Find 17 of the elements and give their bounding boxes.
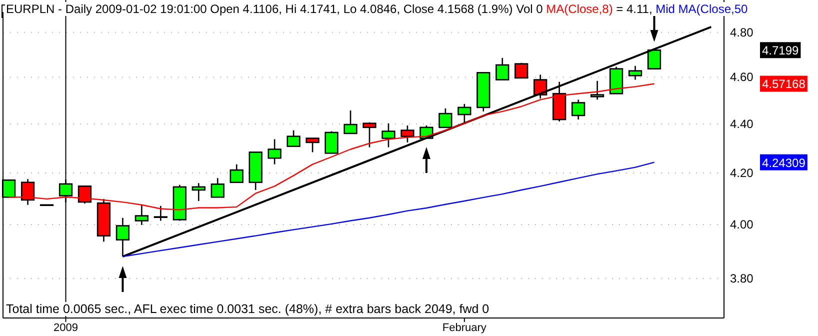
text: 4.7199	[762, 44, 800, 58]
text: 4.24309	[762, 156, 806, 170]
text: 4.57168	[762, 77, 806, 92]
y-tick-label: 4.60	[730, 70, 754, 84]
annotation: Total time 0.0065 sec., AFL exec time 0.0031 sec. (48%), # extra bars back 2049, fwd 0	[6, 302, 490, 316]
y-tick-label: 4.20	[730, 166, 754, 180]
y-tick-label: 3.80	[730, 271, 754, 286]
x-tick-label: February	[442, 322, 487, 334]
x-tick-label: 2009	[54, 322, 78, 334]
text: MA(Close,8)	[546, 2, 613, 16]
y-tick-label: 4.80	[730, 25, 754, 40]
y-tick-label: 4.40	[730, 116, 754, 131]
text: Mid MA(Close,50	[656, 2, 748, 16]
chart-subtitle: - Daily 2009-01-02 19:01:00 Open 4.1106, Hi 4.1741, Lo 4.0846, Close 4.1568 (1.9%) Vol 0	[54, 2, 546, 16]
annotation: = 4.11,	[612, 2, 656, 16]
chart-title: EURPLN	[6, 2, 55, 16]
y-tick-label: 4.00	[730, 217, 754, 232]
